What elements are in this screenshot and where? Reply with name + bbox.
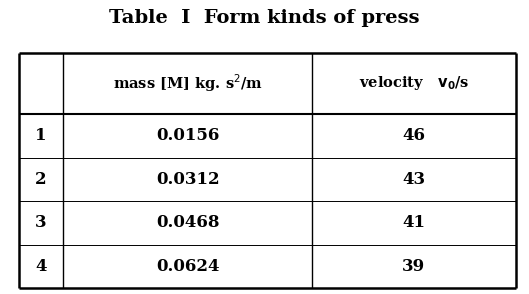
Text: 43: 43 (402, 171, 425, 188)
Text: 0.0312: 0.0312 (156, 171, 220, 188)
Text: 4: 4 (35, 258, 47, 275)
Text: mass [M] kg. s$^2$/m: mass [M] kg. s$^2$/m (113, 73, 262, 94)
Text: velocity   $\mathbf{v_0}$/s: velocity $\mathbf{v_0}$/s (359, 74, 469, 93)
Text: Table  I  Form kinds of press: Table I Form kinds of press (110, 9, 419, 27)
Text: 46: 46 (403, 127, 425, 144)
Text: 0.0468: 0.0468 (156, 214, 220, 231)
Text: 1: 1 (35, 127, 47, 144)
Text: 0.0624: 0.0624 (156, 258, 220, 275)
Text: 41: 41 (403, 214, 425, 231)
Text: 0.0156: 0.0156 (156, 127, 220, 144)
Text: 2: 2 (35, 171, 47, 188)
Text: 3: 3 (35, 214, 47, 231)
Text: 39: 39 (402, 258, 425, 275)
